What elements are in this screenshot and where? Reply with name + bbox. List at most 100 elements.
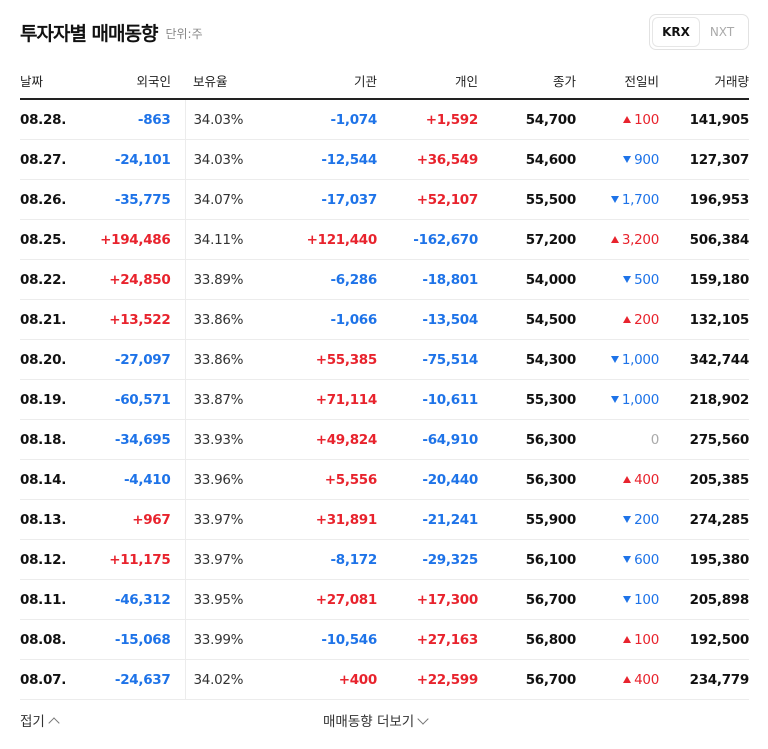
institution-net-cell: +400 bbox=[269, 659, 377, 700]
change-cell: 400 bbox=[576, 459, 659, 500]
table-row: 08.07. -24,637 34.02% +400 +22,599 56,700 400 2… bbox=[20, 659, 749, 700]
table-footer: 접기 매매동향 더보기 bbox=[0, 710, 768, 734]
institution-net-cell: -1,066 bbox=[269, 299, 377, 340]
individual-net-cell: +17,300 bbox=[377, 579, 478, 620]
close-price-cell: 54,600 bbox=[478, 139, 576, 180]
date-cell: 08.28. bbox=[20, 99, 72, 140]
volume-cell: 196,953 bbox=[659, 179, 749, 220]
foreign-net-cell: -24,637 bbox=[72, 659, 186, 700]
table-row: 08.27. -24,101 34.03% -12,544 +36,549 54,600 9… bbox=[20, 139, 749, 180]
fold-button[interactable]: 접기 bbox=[20, 710, 60, 730]
foreign-net-cell: -15,068 bbox=[72, 619, 186, 660]
section-header: 투자자별 매매동향 단위:주 bbox=[20, 18, 203, 46]
col-header-ownership: 보유율 bbox=[185, 62, 269, 100]
volume-cell: 506,384 bbox=[659, 219, 749, 260]
date-cell: 08.07. bbox=[20, 659, 72, 700]
close-price-cell: 55,500 bbox=[478, 179, 576, 220]
table-row: 08.25. +194,486 34.11% +121,440 -162,670 57,2… bbox=[20, 219, 749, 260]
close-price-cell: 55,900 bbox=[478, 499, 576, 540]
change-value: 3,200 bbox=[621, 231, 659, 248]
change-value: 900 bbox=[634, 151, 659, 168]
volume-cell: 159,180 bbox=[659, 259, 749, 300]
date-cell: 08.19. bbox=[20, 379, 72, 420]
date-cell: 08.21. bbox=[20, 299, 72, 340]
foreign-net-cell: +11,175 bbox=[72, 539, 186, 580]
institution-net-cell: -1,074 bbox=[269, 99, 377, 140]
change-value: 100 bbox=[634, 631, 659, 648]
date-cell: 08.18. bbox=[20, 419, 72, 460]
institution-net-cell: +49,824 bbox=[269, 419, 377, 460]
institution-net-cell: +71,114 bbox=[269, 379, 377, 420]
change-cell: 100 bbox=[576, 579, 659, 620]
col-header-individual: 개인 bbox=[377, 62, 478, 100]
date-cell: 08.25. bbox=[20, 219, 72, 260]
date-cell: 08.08. bbox=[20, 619, 72, 660]
table-header-row: 날짜 외국인 보유율 기관 개인 종가 전일비 거래량 bbox=[20, 62, 749, 100]
triangle-up-icon bbox=[623, 475, 632, 483]
foreign-net-cell: +967 bbox=[72, 499, 186, 540]
ownership-cell: 34.03% bbox=[185, 139, 269, 180]
ownership-cell: 34.02% bbox=[185, 659, 269, 700]
change-cell: 600 bbox=[576, 539, 659, 580]
individual-net-cell: -29,325 bbox=[377, 539, 478, 580]
change-cell: 200 bbox=[576, 299, 659, 340]
institution-net-cell: +121,440 bbox=[269, 219, 377, 260]
more-trends-button[interactable]: 매매동향 더보기 bbox=[323, 710, 429, 730]
foreign-net-cell: -863 bbox=[72, 99, 186, 140]
institution-net-cell: -17,037 bbox=[269, 179, 377, 220]
section-title: 투자자별 매매동향 bbox=[20, 22, 158, 45]
change-cell: 1,700 bbox=[576, 179, 659, 220]
close-price-cell: 56,100 bbox=[478, 539, 576, 580]
change-value: 1,700 bbox=[621, 191, 659, 208]
date-cell: 08.11. bbox=[20, 579, 72, 620]
close-price-cell: 54,000 bbox=[478, 259, 576, 300]
ownership-cell: 33.86% bbox=[185, 299, 269, 340]
triangle-down-icon bbox=[623, 555, 632, 563]
change-value: 100 bbox=[634, 111, 659, 128]
individual-net-cell: +1,592 bbox=[377, 99, 478, 140]
institution-net-cell: +27,081 bbox=[269, 579, 377, 620]
institution-net-cell: +5,556 bbox=[269, 459, 377, 500]
change-value: 400 bbox=[634, 471, 659, 488]
close-price-cell: 56,700 bbox=[478, 579, 576, 620]
date-cell: 08.13. bbox=[20, 499, 72, 540]
foreign-net-cell: +24,850 bbox=[72, 259, 186, 300]
volume-cell: 275,560 bbox=[659, 419, 749, 460]
close-price-cell: 56,300 bbox=[478, 459, 576, 500]
chevron-up-icon bbox=[48, 716, 60, 729]
col-header-institution: 기관 bbox=[269, 62, 377, 100]
change-cell: 200 bbox=[576, 499, 659, 540]
col-header-close: 종가 bbox=[478, 62, 576, 100]
institution-net-cell: -8,172 bbox=[269, 539, 377, 580]
table-row: 08.13. +967 33.97% +31,891 -21,241 55,900 200 2… bbox=[20, 499, 749, 540]
nxt-toggle-button[interactable]: NXT bbox=[709, 25, 735, 39]
volume-cell: 192,500 bbox=[659, 619, 749, 660]
foreign-net-cell: -24,101 bbox=[72, 139, 186, 180]
ownership-cell: 33.95% bbox=[185, 579, 269, 620]
ownership-cell: 34.07% bbox=[185, 179, 269, 220]
triangle-down-icon bbox=[623, 155, 632, 163]
ownership-cell: 33.99% bbox=[185, 619, 269, 660]
table-row: 08.19. -60,571 33.87% +71,114 -10,611 55,300 1… bbox=[20, 379, 749, 420]
close-price-cell: 56,800 bbox=[478, 619, 576, 660]
triangle-down-icon bbox=[610, 355, 619, 363]
table-row: 08.28. -863 34.03% -1,074 +1,592 54,700 100 141… bbox=[20, 99, 749, 140]
institution-net-cell: -6,286 bbox=[269, 259, 377, 300]
triangle-down-icon bbox=[610, 195, 619, 203]
volume-cell: 274,285 bbox=[659, 499, 749, 540]
ownership-cell: 33.89% bbox=[185, 259, 269, 300]
volume-cell: 132,105 bbox=[659, 299, 749, 340]
triangle-up-icon bbox=[610, 235, 619, 243]
institution-net-cell: -10,546 bbox=[269, 619, 377, 660]
change-value: 0 bbox=[650, 431, 660, 448]
table-row: 08.11. -46,312 33.95% +27,081 +17,300 56,700 1… bbox=[20, 579, 749, 620]
close-price-cell: 54,700 bbox=[478, 99, 576, 140]
table-body: 08.28. -863 34.03% -1,074 +1,592 54,700 100 141… bbox=[20, 99, 749, 700]
krx-toggle-button[interactable]: KRX bbox=[653, 18, 699, 46]
market-toggle: KRX NXT bbox=[649, 14, 749, 50]
institution-net-cell: +55,385 bbox=[269, 339, 377, 380]
change-cell: 3,200 bbox=[576, 219, 659, 260]
table-row: 08.26. -35,775 34.07% -17,037 +52,107 55,500 1… bbox=[20, 179, 749, 220]
triangle-down-icon bbox=[623, 275, 632, 283]
foreign-net-cell: +194,486 bbox=[72, 219, 186, 260]
